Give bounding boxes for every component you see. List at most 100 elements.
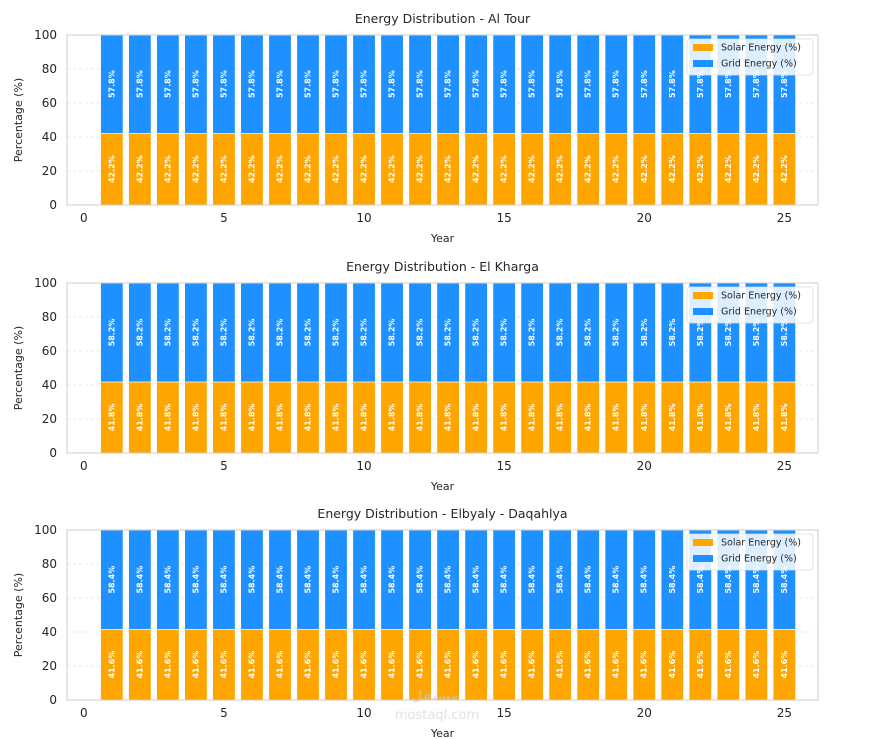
grid-bar-label: 58.2% (612, 319, 621, 347)
solar-bar-label: 41.8% (556, 404, 565, 432)
grid-bar-label: 57.8% (472, 70, 481, 98)
solar-bar-label: 41.6% (275, 651, 284, 679)
x-tick-label: 0 (80, 706, 88, 720)
solar-bar-label: 41.8% (528, 404, 537, 432)
plot-frame (66, 282, 819, 454)
solar-bar-label: 41.6% (219, 651, 228, 679)
legend-swatch-grid (693, 60, 713, 67)
solar-bar-label: 41.6% (640, 651, 649, 679)
grid-bar-label: 58.4% (612, 566, 621, 594)
legend-label-solar: Solar Energy (%) (721, 538, 801, 549)
grid-bar-label: 58.4% (135, 566, 144, 594)
solar-bar-label: 42.2% (332, 155, 341, 183)
legend-label-grid: Grid Energy (%) (721, 307, 797, 318)
solar-bar-label: 41.8% (332, 404, 341, 432)
grid-bar-label: 57.8% (332, 70, 341, 98)
grid-bar-label: 58.4% (668, 566, 677, 594)
grid-bar-label: 58.4% (303, 566, 312, 594)
grid-bar-label: 58.2% (724, 319, 733, 347)
legend-swatch-solar (693, 292, 713, 299)
solar-bar-label: 42.2% (275, 155, 284, 183)
grid-bar-label: 58.4% (163, 566, 172, 594)
solar-bar-label: 42.2% (303, 155, 312, 183)
plot-frame (66, 34, 819, 206)
x-tick-label: 25 (777, 459, 792, 473)
solar-bar-label: 41.8% (360, 404, 369, 432)
x-tick-label: 15 (497, 459, 512, 473)
plot-frame (66, 529, 819, 701)
legend-label-grid: Grid Energy (%) (721, 59, 797, 70)
grid-bar-label: 57.8% (584, 70, 593, 98)
solar-bar-label: 42.2% (612, 155, 621, 183)
grid-bar-label: 57.8% (752, 70, 761, 98)
y-tick-label: 0 (49, 446, 57, 460)
solar-bar-label: 41.6% (360, 651, 369, 679)
solar-bar-label: 42.2% (247, 155, 256, 183)
grid-bar-label: 57.8% (107, 70, 116, 98)
y-tick-label: 0 (49, 693, 57, 707)
solar-bar-label: 41.6% (163, 651, 172, 679)
watermark-logo-text: مستقل (411, 689, 459, 704)
watermark-url: mostaql.com (395, 708, 479, 723)
solar-bar-label: 41.8% (416, 404, 425, 432)
solar-bar-label: 42.2% (219, 155, 228, 183)
grid-bar-label: 58.2% (500, 319, 509, 347)
grid-bar-label: 58.4% (360, 566, 369, 594)
grid-bar-label: 58.2% (332, 319, 341, 347)
grid-bar-label: 58.2% (780, 319, 789, 347)
solar-bar-label: 41.6% (388, 651, 397, 679)
solar-bar-label: 42.2% (444, 155, 453, 183)
x-tick-label: 25 (777, 211, 792, 225)
y-tick-label: 20 (42, 412, 57, 426)
solar-bar-label: 42.2% (584, 155, 593, 183)
y-tick-label: 40 (42, 130, 57, 144)
grid-bar-label: 57.8% (303, 70, 312, 98)
solar-bar-label: 41.6% (247, 651, 256, 679)
solar-bar-label: 41.8% (191, 404, 200, 432)
grid-bar-label: 58.4% (724, 566, 733, 594)
y-tick-label: 100 (34, 276, 57, 290)
grid-bar-label: 58.2% (640, 319, 649, 347)
grid-bar-label: 58.2% (668, 319, 677, 347)
solar-bar-label: 41.6% (191, 651, 200, 679)
solar-bar-label: 41.8% (444, 404, 453, 432)
solar-bar-label: 41.8% (275, 404, 284, 432)
x-tick-label: 5 (220, 211, 228, 225)
y-tick-label: 100 (34, 28, 57, 42)
grid-bar-label: 58.2% (556, 319, 565, 347)
solar-bar-label: 42.2% (360, 155, 369, 183)
grid-bar-label: 58.2% (135, 319, 144, 347)
grid-bar-label: 58.4% (247, 566, 256, 594)
grid-bar-label: 58.2% (416, 319, 425, 347)
grid-bar-label: 57.8% (500, 70, 509, 98)
x-tick-label: 15 (497, 211, 512, 225)
solar-bar-label: 41.8% (752, 404, 761, 432)
grid-bar-label: 58.2% (275, 319, 284, 347)
legend: Solar Energy (%) Grid Energy (%) (686, 533, 814, 571)
x-tick-label: 20 (637, 459, 652, 473)
solar-bar-label: 42.2% (472, 155, 481, 183)
legend-box (686, 38, 814, 76)
solar-bar-label: 42.2% (528, 155, 537, 183)
grid-bar-label: 58.2% (444, 319, 453, 347)
solar-bar-label: 41.8% (163, 404, 172, 432)
grid-bar-label: 58.4% (500, 566, 509, 594)
solar-bar-label: 41.6% (528, 651, 537, 679)
grid-bar-label: 57.8% (135, 70, 144, 98)
grid-bar-label: 57.8% (219, 70, 228, 98)
grid-bar-label: 58.4% (219, 566, 228, 594)
grid-bar-label: 57.8% (556, 70, 565, 98)
legend-swatch-solar (693, 44, 713, 51)
x-tick-label: 10 (356, 706, 371, 720)
solar-bar-label: 41.8% (219, 404, 228, 432)
y-tick-label: 20 (42, 659, 57, 673)
y-tick-label: 80 (42, 310, 57, 324)
solar-bar-label: 42.2% (163, 155, 172, 183)
solar-bar-label: 42.2% (191, 155, 200, 183)
legend-swatch-grid (693, 308, 713, 315)
grid-bar-label: 58.2% (107, 319, 116, 347)
grid-bar-label: 57.8% (360, 70, 369, 98)
grid-bar-label: 58.4% (388, 566, 397, 594)
x-tick-label: 10 (356, 211, 371, 225)
watermark-logo: مستقل mostaql.com (395, 689, 479, 723)
